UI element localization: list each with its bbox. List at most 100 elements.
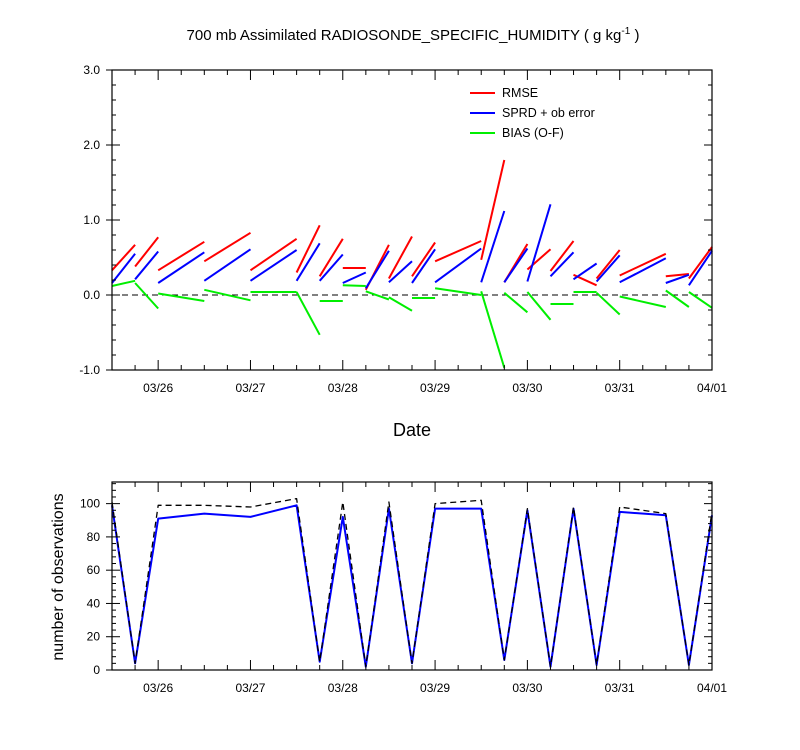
y-tick-label-80: 80 <box>87 530 101 544</box>
y-tick-label-0: 0 <box>93 663 100 677</box>
bias-o-f-segment <box>111 279 136 287</box>
bias-o-f-segment <box>365 290 390 301</box>
sprd-ob-error-segment <box>203 248 252 282</box>
sprd-ob-error-segment <box>549 251 575 277</box>
x-axis-title: Date <box>393 420 431 440</box>
y-tick-label-100: 100 <box>80 497 100 511</box>
top-legend: RMSE SPRD + ob error BIAS (O-F) <box>470 86 595 140</box>
series-bias-o-f <box>111 279 713 369</box>
x-tick-label-03-30: 03/30 <box>512 381 542 395</box>
sprd-ob-error-segment <box>388 260 413 284</box>
sprd-ob-error-segment <box>434 247 482 284</box>
sprd-ob-error-segment <box>503 247 529 283</box>
chart-title-main: 700 mb Assimilated RADIOSONDE_SPECIFIC_H… <box>187 27 622 44</box>
rmse-segment <box>203 231 252 263</box>
sprd-ob-error-segment <box>595 254 621 283</box>
bias-o-f-segment <box>665 289 690 308</box>
bottom-ticks-group: 03/26 03/27 03/28 03/29 03/30 03/31 04/01 0 20 40… <box>80 482 727 695</box>
series-rmse <box>111 159 713 291</box>
rmse-segment <box>295 224 321 273</box>
x-tick-label-03-26: 03/26 <box>143 681 173 695</box>
rmse-segment <box>157 240 205 272</box>
sprd-ob-error-segment <box>318 253 344 282</box>
bias-o-f-segment <box>342 284 366 287</box>
y-tick-label-0-0: 0.0 <box>83 288 100 302</box>
sprd-ob-error-segment <box>295 242 321 282</box>
chart-title-end: ) <box>630 27 639 44</box>
bias-o-f-segment <box>434 287 482 296</box>
x-tick-label-04-01: 04/01 <box>697 681 727 695</box>
legend-label-bias-o-f: BIAS (O-F) <box>502 126 564 140</box>
top-chart-panel: 03/26 03/27 03/28 03/29 03/30 03/31 04/01 -1.0 0… <box>79 63 727 395</box>
y-tick-label-60: 60 <box>87 563 101 577</box>
rmse-segment <box>665 273 689 278</box>
rmse-segment <box>388 236 413 279</box>
legend-label-rmse: RMSE <box>502 86 538 100</box>
series-sprd-ob-error <box>111 204 713 289</box>
rmse-segment <box>249 237 298 272</box>
rmse-segment <box>411 241 436 277</box>
rmse-segment <box>480 159 506 261</box>
top-series-group <box>111 159 713 369</box>
sprd-ob-error-segment <box>249 249 298 282</box>
bias-o-f-segment <box>503 292 529 314</box>
x-tick-label-03-27: 03/27 <box>235 381 265 395</box>
x-tick-label-04-01: 04/01 <box>697 381 727 395</box>
top-plot-frame <box>111 69 713 371</box>
chart-title: 700 mb Assimilated RADIOSONDE_SPECIFIC_H… <box>187 26 640 44</box>
rmse-segment <box>318 238 344 277</box>
chart-title-superscript: -1 <box>621 26 630 37</box>
x-tick-label-03-27: 03/27 <box>235 681 265 695</box>
x-tick-label-03-29: 03/29 <box>420 681 450 695</box>
bias-o-f-segment <box>134 282 159 310</box>
bias-o-f-segment <box>526 291 552 321</box>
sprd-ob-error-segment <box>411 248 436 284</box>
y-tick-label-2-0: 2.0 <box>83 138 100 152</box>
y-tick-label-1-0: -1.0 <box>79 363 100 377</box>
sprd-ob-error-segment <box>157 251 205 284</box>
sprd-ob-error-segment <box>480 210 506 283</box>
sprd-ob-error-segment <box>688 250 713 286</box>
sprd-ob-error-segment <box>364 250 390 289</box>
rmse-segment <box>688 246 713 280</box>
bias-o-f-segment <box>595 292 621 316</box>
sprd-ob-error-segment <box>111 253 136 284</box>
bottom-series-group <box>111 497 713 668</box>
rmse-segment <box>595 249 621 280</box>
sprd-ob-error-segment <box>526 204 552 282</box>
rmse-segment <box>619 252 667 277</box>
sprd-ob-error-segment <box>134 250 159 280</box>
bias-o-f-segment <box>204 288 251 302</box>
x-tick-label-03-31: 03/31 <box>605 681 635 695</box>
sprd-ob-error-segment <box>665 273 690 284</box>
bottom-plot-frame <box>111 481 713 671</box>
rmse-segment <box>434 240 482 263</box>
series-total <box>111 497 713 668</box>
rmse-segment <box>111 244 136 271</box>
legend-label-sprd-ob-error: SPRD + ob error <box>502 106 595 120</box>
x-tick-label-03-30: 03/30 <box>512 681 542 695</box>
x-tick-label-03-29: 03/29 <box>420 381 450 395</box>
bias-o-f-segment <box>388 296 413 312</box>
y-tick-label-20: 20 <box>87 630 101 644</box>
bias-o-f-segment <box>295 291 321 336</box>
rmse-segment <box>549 240 575 272</box>
y-tick-label-40: 40 <box>87 596 101 610</box>
y-axis-title-bottom: number of observations <box>50 493 67 660</box>
y-tick-label-1-0: 1.0 <box>83 213 100 227</box>
bias-o-f-segment <box>158 292 205 302</box>
x-tick-label-03-28: 03/28 <box>328 681 358 695</box>
bias-o-f-segment <box>619 295 667 308</box>
x-tick-label-03-26: 03/26 <box>143 381 173 395</box>
x-tick-label-03-28: 03/28 <box>328 381 358 395</box>
sprd-ob-error-segment <box>619 257 667 284</box>
y-tick-label-3-0: 3.0 <box>83 63 100 77</box>
bias-o-f-segment <box>480 291 506 369</box>
top-ticks-group: 03/26 03/27 03/28 03/29 03/30 03/31 04/01 -1.0 0… <box>79 63 727 395</box>
bias-o-f-segment <box>688 291 713 309</box>
sprd-ob-error-segment <box>342 271 367 284</box>
x-tick-label-03-31: 03/31 <box>605 381 635 395</box>
rmse-segment <box>134 236 159 268</box>
sprd-ob-error-segment <box>572 262 598 281</box>
